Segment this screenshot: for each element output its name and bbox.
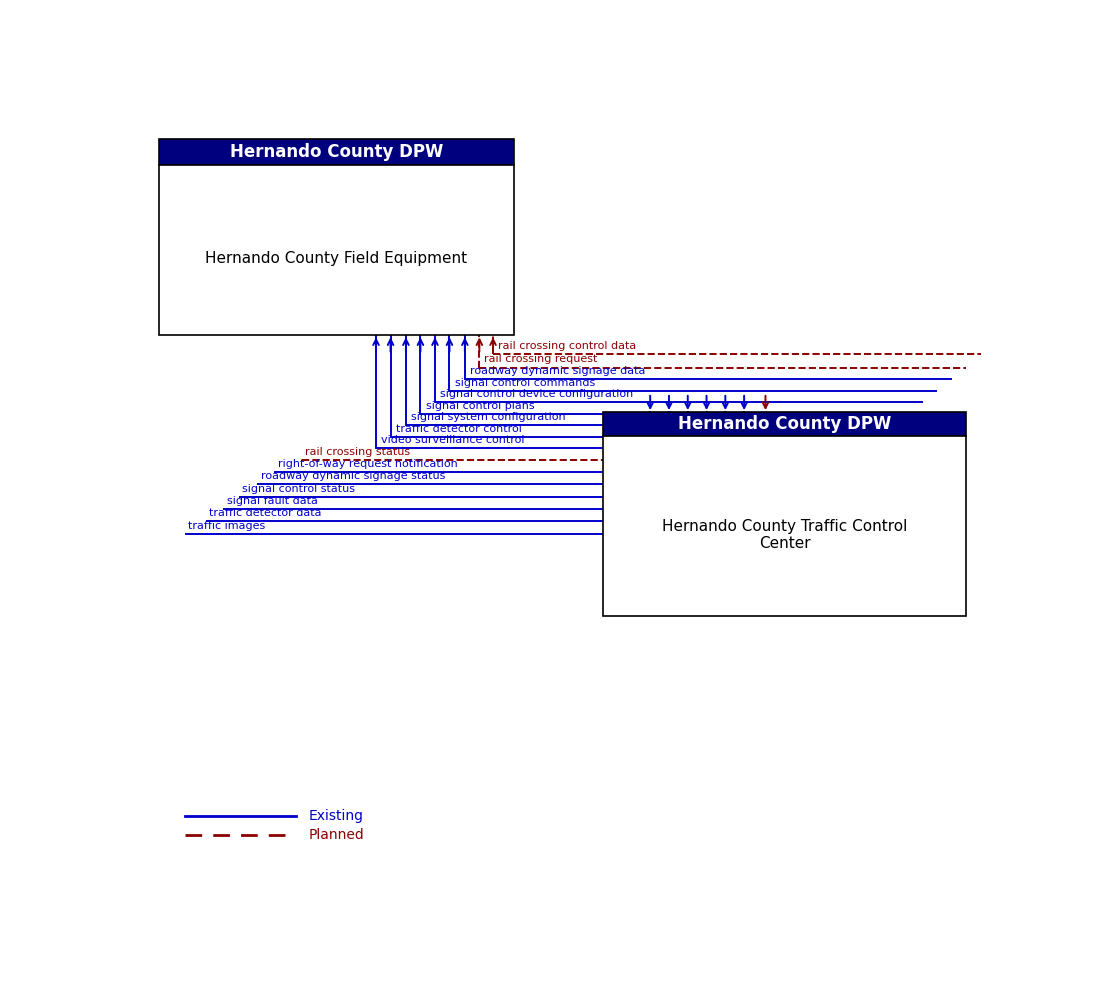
Text: traffic detector control: traffic detector control xyxy=(396,424,521,434)
Text: rail crossing control data: rail crossing control data xyxy=(498,342,637,352)
Text: Planned: Planned xyxy=(309,828,365,842)
Text: roadway dynamic signage data: roadway dynamic signage data xyxy=(469,366,646,376)
Text: signal control status: signal control status xyxy=(242,484,355,494)
Text: signal system configuration: signal system configuration xyxy=(411,413,565,423)
Text: Existing: Existing xyxy=(309,809,364,823)
Text: Hernando County DPW: Hernando County DPW xyxy=(678,415,892,433)
Bar xyxy=(603,413,966,436)
Text: traffic images: traffic images xyxy=(188,520,266,530)
Text: Hernando County Traffic Control
Center: Hernando County Traffic Control Center xyxy=(662,518,907,551)
Bar xyxy=(159,165,514,336)
Text: Hernando County DPW: Hernando County DPW xyxy=(229,143,443,161)
Text: rail crossing request: rail crossing request xyxy=(485,355,598,365)
Text: signal control device configuration: signal control device configuration xyxy=(440,389,634,400)
Bar xyxy=(603,436,966,616)
Text: Hernando County Field Equipment: Hernando County Field Equipment xyxy=(205,251,467,266)
Text: rail crossing status: rail crossing status xyxy=(305,447,410,457)
Bar xyxy=(159,139,514,165)
Text: right-of-way request notification: right-of-way request notification xyxy=(278,460,457,470)
Text: roadway dynamic signage status: roadway dynamic signage status xyxy=(261,472,445,482)
Text: video surveillance control: video surveillance control xyxy=(381,436,525,446)
Text: traffic detector data: traffic detector data xyxy=(209,508,322,518)
Text: signal control commands: signal control commands xyxy=(455,378,595,388)
Text: signal fault data: signal fault data xyxy=(227,497,317,506)
Text: signal control plans: signal control plans xyxy=(425,401,534,411)
